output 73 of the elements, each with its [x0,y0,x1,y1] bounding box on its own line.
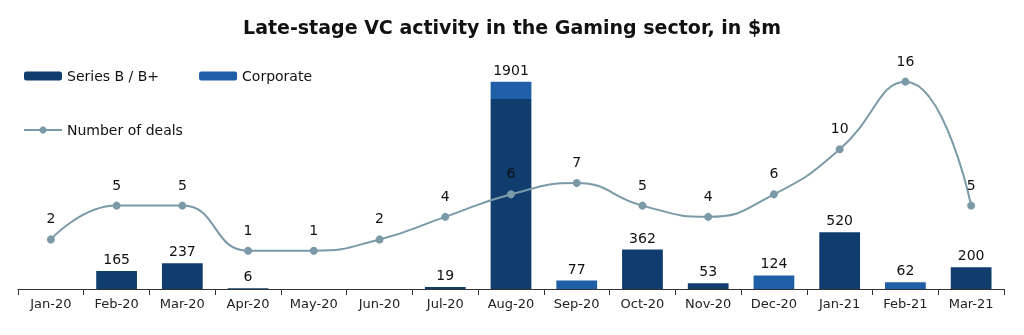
bar [490,98,532,289]
bar [687,283,729,289]
point [507,190,515,199]
x-tick-label: Mar-20 [159,296,205,311]
data-label: 6 [506,165,516,182]
data-label: 2 [375,210,384,227]
data-label: 77 [567,260,586,277]
bar [885,282,926,289]
point [375,235,384,244]
point [572,179,581,188]
point [46,235,55,244]
bar [753,275,795,289]
point [178,201,187,210]
data-label: 5 [966,176,976,193]
data-label: 7 [572,154,582,171]
x-tick-label: Dec-20 [750,296,798,311]
data-label: 10 [830,120,849,137]
x-tick-label: Feb-20 [94,296,139,311]
x-tick-label: Jun-20 [357,296,401,311]
data-label: 362 [629,229,656,246]
point [769,190,778,199]
point [441,212,450,221]
legend-label: Corporate [242,68,313,84]
bar [96,271,137,289]
x-tick-label: Sep-20 [553,296,600,311]
bar [490,81,532,99]
x-tick-label: Apr-20 [226,296,270,311]
data-label: 6 [243,268,253,285]
bar [556,280,598,289]
data-label: 62 [896,262,915,279]
x-tick-label: Jan-20 [29,296,72,311]
data-label: 5 [638,176,647,193]
data-label: 6 [769,165,779,182]
bar [950,267,992,289]
legend-label: Series B / B+ [67,68,160,84]
x-tick-label: Nov-20 [685,296,732,311]
point [244,246,253,255]
x-tick-label: May-20 [289,296,338,311]
point [638,201,647,210]
point [309,246,318,255]
data-label: 237 [168,243,196,260]
data-label: 16 [896,52,915,69]
data-label: 1 [243,221,253,238]
data-label: 4 [703,187,713,204]
point [967,201,976,210]
point [835,145,844,154]
legend-label: Number of deals [67,122,183,138]
bar [161,263,203,289]
x-tick-label: Jul-20 [425,296,464,311]
x-tick-label: Oct-20 [620,296,665,311]
data-label: 1 [309,221,319,238]
data-label: 19 [436,266,455,283]
bar [819,232,861,289]
chart-title: Late-stage VC activity in the Gaming sector, in $m [243,15,781,38]
data-label: 520 [826,212,854,229]
data-label: 5 [177,176,187,193]
x-tick-label: Jan-21 [818,296,861,311]
x-tick-label: Mar-21 [948,296,994,311]
data-label: 124 [760,255,788,272]
data-label: 53 [699,263,718,280]
data-label: 4 [440,187,450,204]
data-label: 165 [103,251,130,268]
x-tick-label: Feb-21 [883,296,928,311]
bar [424,286,466,289]
point [112,201,121,210]
point [901,77,910,86]
x-tick-label: Aug-20 [487,296,535,311]
data-label: 5 [112,176,122,193]
bar [622,249,663,289]
data-label: 200 [957,247,985,264]
total-label: 1901 [493,61,529,78]
data-label: 2 [46,210,56,227]
point [704,212,713,221]
